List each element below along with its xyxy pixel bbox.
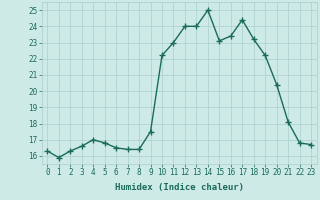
X-axis label: Humidex (Indice chaleur): Humidex (Indice chaleur) (115, 183, 244, 192)
